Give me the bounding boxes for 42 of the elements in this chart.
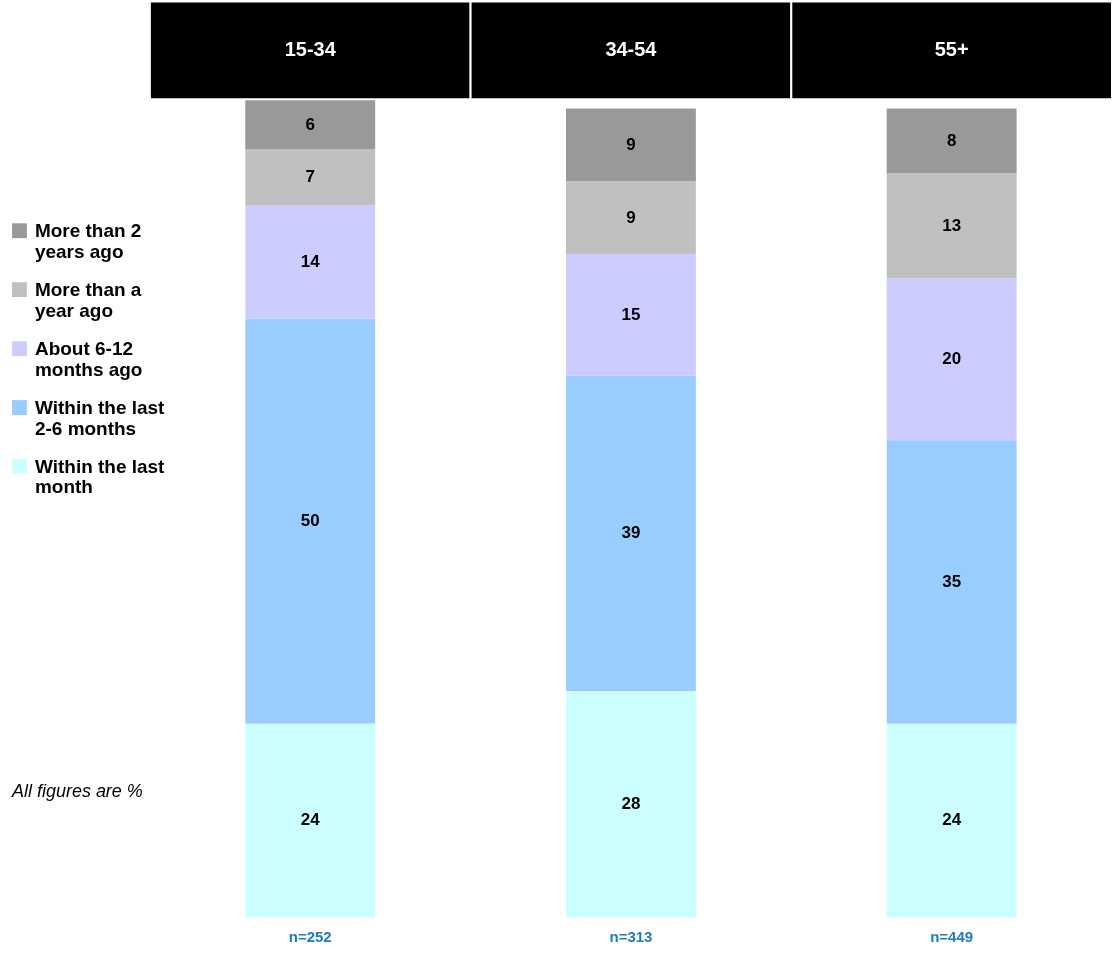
bar — [245, 148, 376, 206]
text: n=449 — [930, 927, 974, 945]
bar — [565, 254, 696, 376]
data-label: 28 — [621, 794, 641, 814]
legend-label: More than a year ago — [34, 278, 142, 321]
bar — [886, 173, 1017, 279]
data-label: 39 — [621, 523, 641, 543]
text: n=313 — [609, 927, 653, 945]
legend-label: About 6-12 months ago — [34, 337, 143, 380]
legend-label: Within the last 2-6 months — [34, 396, 166, 439]
data-label: 20 — [942, 349, 962, 369]
data-label: 7 — [305, 167, 315, 187]
text: n=252 — [288, 927, 332, 945]
bar — [886, 723, 1017, 918]
bar — [245, 723, 376, 918]
data-label: 50 — [300, 511, 320, 531]
bar — [245, 318, 376, 724]
data-label: 9 — [626, 207, 636, 227]
data-label: 13 — [942, 215, 962, 235]
bar — [245, 100, 376, 149]
data-label: 24 — [942, 810, 962, 830]
legend-label: Within the last month — [34, 455, 166, 498]
x-tick-label: 55+ — [934, 38, 969, 61]
data-label: 24 — [300, 810, 321, 830]
data-label: 9 — [626, 134, 636, 154]
data-label: 14 — [300, 252, 321, 272]
bar — [565, 691, 696, 918]
bar — [886, 440, 1017, 724]
bar — [565, 375, 696, 692]
legend-label: More than 2 years ago — [34, 219, 142, 262]
bar — [565, 181, 696, 255]
bar — [245, 205, 376, 319]
bar — [886, 108, 1017, 174]
data-label: 8 — [946, 130, 957, 150]
bar — [886, 278, 1017, 441]
data-label: 35 — [942, 571, 962, 591]
data-label: 15 — [621, 304, 641, 324]
text: All figures are % — [10, 780, 143, 801]
data-label: 6 — [305, 114, 315, 134]
bar — [565, 108, 696, 182]
x-tick-label: 15-34 — [284, 38, 336, 61]
x-tick-label: 34-54 — [605, 38, 657, 61]
